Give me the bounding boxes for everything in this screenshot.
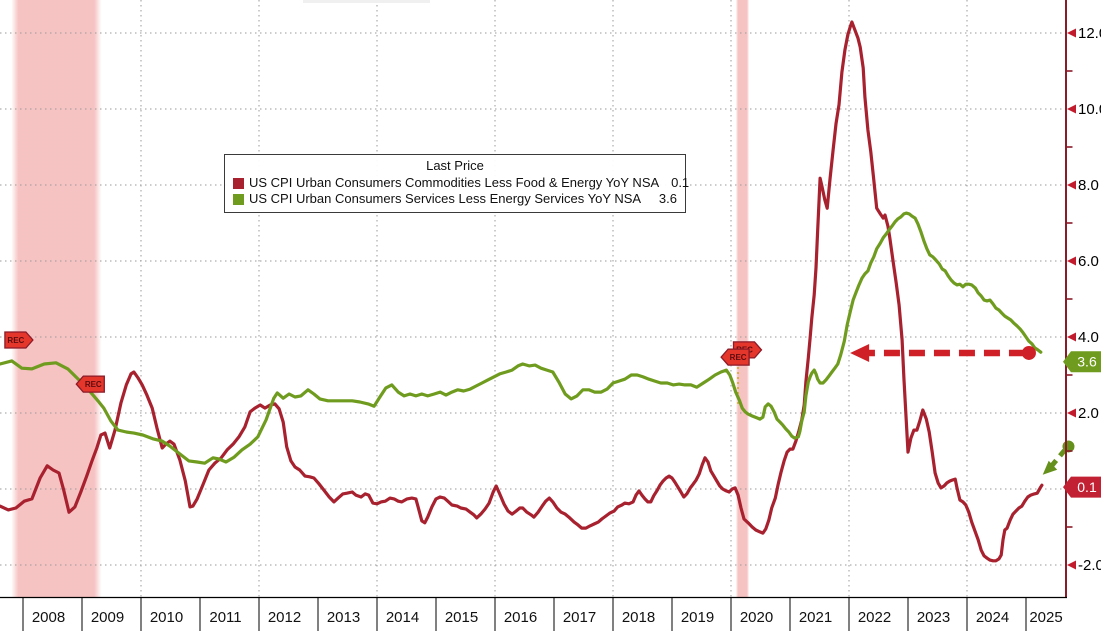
recession-band (11, 0, 102, 597)
last-price-badge-commodities (1063, 476, 1101, 498)
right-axis-tick-arrow-icon (1067, 28, 1076, 38)
services-swatch-icon (233, 193, 244, 205)
top-artifact (303, 0, 430, 3)
legend-value: 0.1 (671, 175, 690, 190)
year-label: 2010 (150, 609, 183, 626)
year-label: 2018 (622, 609, 655, 626)
legend-label: US CPI Urban Consumers Commodities Less … (249, 175, 660, 190)
year-label: 2020 (740, 609, 773, 626)
series-commodities-line[interactable] (0, 20, 1044, 563)
right-axis-tick-arrow-icon (1067, 256, 1076, 266)
year-label: 2012 (268, 609, 301, 626)
right-axis-tick-arrow-icon (1067, 180, 1076, 190)
year-label: 2009 (91, 609, 124, 626)
right-axis-tick-arrow-icon (1067, 104, 1076, 114)
legend-title: Last Price (426, 158, 484, 173)
year-label: 2013 (327, 609, 360, 626)
red-arrow-dot (1021, 345, 1036, 360)
year-label: 2021 (799, 609, 832, 626)
recession-band (735, 0, 750, 597)
right-axis-label: 2.0 (1078, 405, 1099, 422)
year-label: 2025 (1029, 609, 1062, 626)
right-axis-label: 12.0 (1078, 25, 1101, 42)
green-arrowhead-icon (1042, 460, 1058, 475)
year-label: 2014 (386, 609, 419, 626)
last-price-badge-label: 0.1 (1077, 479, 1097, 495)
year-label: 2022 (858, 609, 891, 626)
right-axis-label: 6.0 (1078, 253, 1099, 270)
recession-marker-badge[interactable] (75, 375, 105, 393)
legend-value: 3.6 (658, 191, 677, 206)
year-label: 2015 (445, 609, 478, 626)
legend-label: US CPI Urban Consumers Services Less Ene… (249, 191, 642, 206)
year-label: 2019 (681, 609, 714, 626)
right-axis-label: -2.0 (1078, 557, 1101, 574)
year-label: 2017 (563, 609, 596, 626)
legend-box: Last Price US CPI Urban Consumers Commod… (224, 154, 689, 213)
right-axis-label: 4.0 (1078, 329, 1099, 346)
year-label: 2023 (917, 609, 950, 626)
right-axis-tick-arrow-icon (1067, 560, 1076, 570)
year-label: 2016 (504, 609, 537, 626)
year-label: 2008 (32, 609, 65, 626)
legend-item-services[interactable]: US CPI Urban Consumers Services Less Ene… (233, 191, 677, 207)
last-price-badge-services (1063, 351, 1101, 373)
right-axis-tick-arrow-icon (1067, 408, 1076, 418)
right-axis-tick-arrow-icon (1067, 332, 1076, 342)
green-dashed-arrow (1049, 448, 1067, 468)
recession-marker-label: REC (7, 336, 24, 345)
last-price-badge-label: 3.6 (1077, 354, 1097, 370)
recession-marker-label: REC (85, 380, 102, 389)
commodities-swatch-icon (233, 177, 244, 189)
recession-marker-badge[interactable] (4, 331, 34, 349)
year-label: 2011 (209, 609, 241, 626)
red-arrowhead-icon (850, 343, 870, 362)
recession-marker-badge[interactable] (720, 348, 750, 366)
right-axis-label: 10.0 (1078, 101, 1101, 118)
year-label: 2024 (976, 609, 1009, 626)
series-services-line[interactable] (0, 211, 1043, 465)
right-axis-label: 8.0 (1078, 177, 1099, 194)
legend-item-commodities[interactable]: US CPI Urban Consumers Commodities Less … (233, 175, 689, 191)
recession-marker-label: REC (730, 353, 747, 362)
